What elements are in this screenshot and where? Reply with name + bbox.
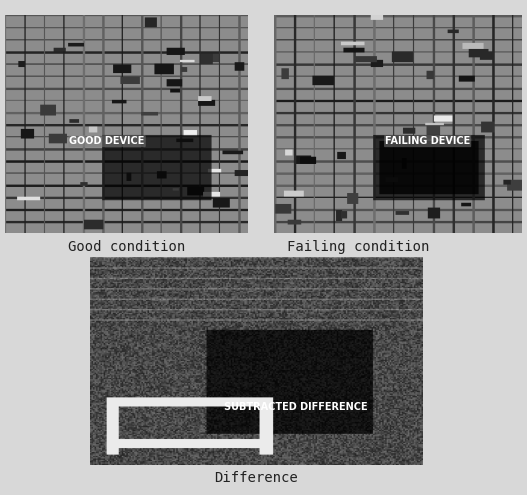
Text: Good condition: Good condition xyxy=(68,240,185,254)
Text: GOOD DEVICE: GOOD DEVICE xyxy=(70,136,145,146)
Text: Difference: Difference xyxy=(214,471,297,485)
Text: SUBTRACTED DIFFERENCE: SUBTRACTED DIFFERENCE xyxy=(223,402,367,412)
Text: FAILING DEVICE: FAILING DEVICE xyxy=(385,136,470,146)
Text: Failing condition: Failing condition xyxy=(287,240,430,254)
